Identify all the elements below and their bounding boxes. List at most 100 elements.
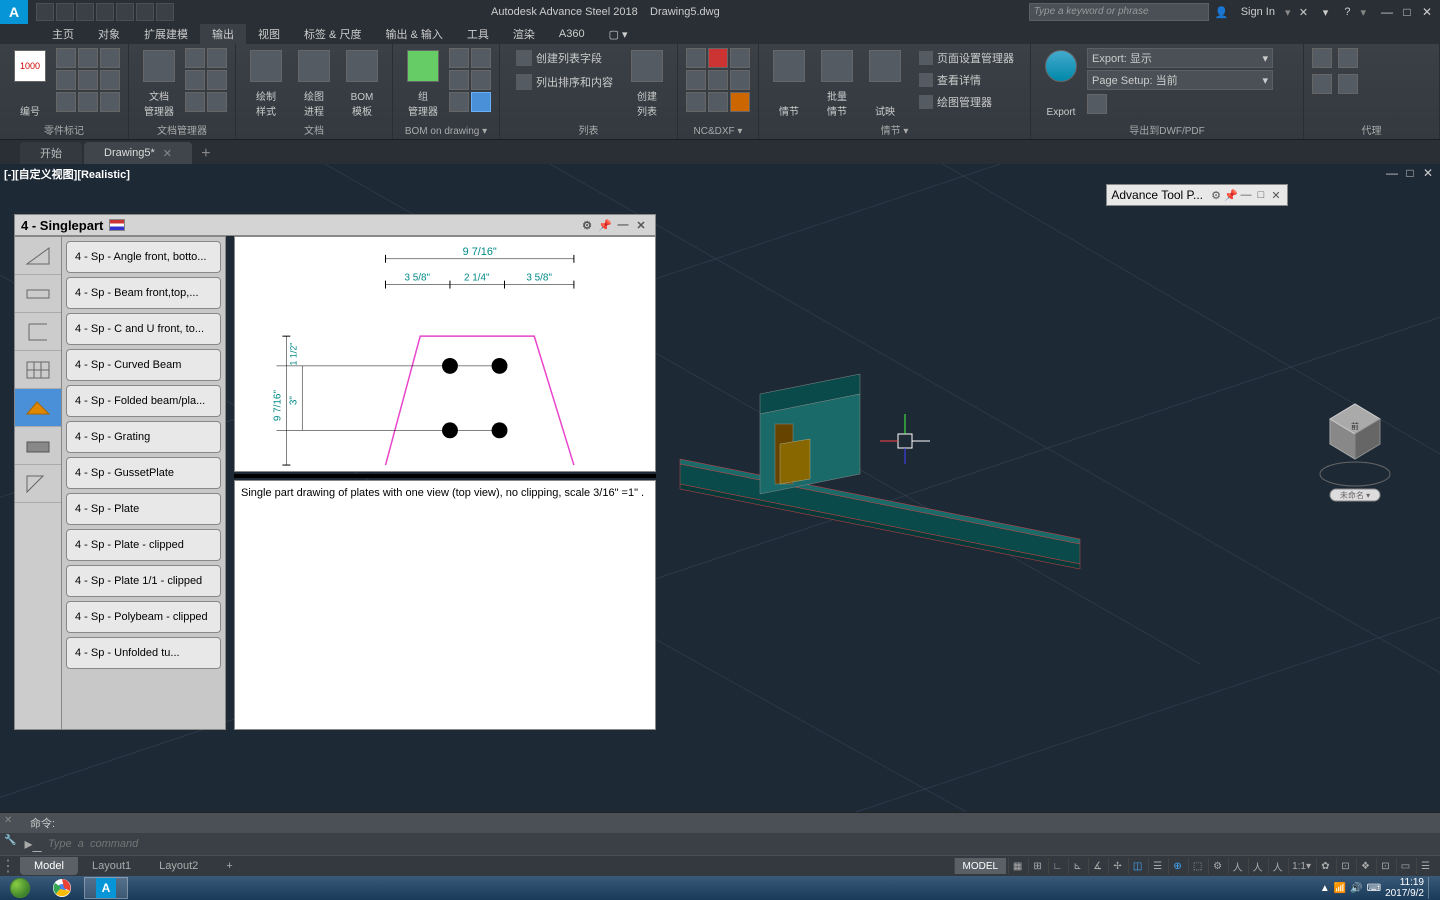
qat-save-icon[interactable] [76, 3, 94, 21]
create-list-field-button[interactable]: 创建列表字段 [508, 48, 621, 68]
bom-opt-3[interactable] [449, 70, 469, 90]
plot-button[interactable]: 情节 [767, 48, 811, 120]
ribbon-tab-io[interactable]: 输出 & 输入 [373, 24, 454, 44]
batch-plot-button[interactable]: 批量 情节 [815, 48, 859, 120]
pin-icon[interactable]: 📌 [1224, 188, 1238, 202]
ribbon-tab-view[interactable]: 视图 [246, 24, 292, 44]
ribbon-tab-home[interactable]: 主页 [40, 24, 86, 44]
layout-tab-model[interactable]: Model [20, 857, 78, 875]
tp-max-icon[interactable]: □ [1254, 188, 1268, 202]
dm-opt-4[interactable] [207, 70, 227, 90]
status-transparency-icon[interactable]: ⊕ [1168, 858, 1186, 874]
status-osnap-icon[interactable]: ✢ [1108, 858, 1126, 874]
qat-undo-icon[interactable] [136, 3, 154, 21]
user-icon[interactable]: 👤 [1213, 3, 1231, 21]
list-sort-button[interactable]: 列出排序和内容 [508, 72, 621, 92]
singlepart-titlebar[interactable]: 4 - Singlepart ⚙ 📌 — ✕ [14, 214, 656, 236]
export-button[interactable]: Export [1039, 48, 1083, 120]
status-hardware-icon[interactable]: ❖ [1356, 858, 1374, 874]
px-opt-2[interactable] [1338, 48, 1358, 68]
nc-opt-1[interactable] [686, 48, 706, 68]
num-opt-1[interactable] [56, 48, 76, 68]
status-filter-icon[interactable]: 人 [1228, 858, 1246, 874]
sp-item[interactable]: 4 - Sp - C and U front, to... [66, 313, 221, 345]
singlepart-list[interactable]: 4 - Sp - Angle front, botto... 4 - Sp - … [62, 236, 226, 730]
sp-item[interactable]: 4 - Sp - Plate - clipped [66, 529, 221, 561]
dm-opt-3[interactable] [185, 70, 205, 90]
ribbon-tab-object[interactable]: 对象 [86, 24, 132, 44]
sp-cat-grid[interactable] [15, 351, 61, 389]
ribbon-tab-a360[interactable]: A360 [547, 24, 597, 44]
nc-opt-4[interactable] [686, 70, 706, 90]
num-opt-7[interactable] [56, 92, 76, 112]
tool-palette-titlebar[interactable]: Advance Tool P... ⚙ 📌 — □ ✕ [1106, 184, 1288, 206]
sp-item[interactable]: 4 - Sp - Beam front,top,... [66, 277, 221, 309]
gear-icon[interactable]: ⚙ [1209, 188, 1223, 202]
bom-opt-5[interactable] [449, 92, 469, 112]
sp-item[interactable]: 4 - Sp - Plate 1/1 - clipped [66, 565, 221, 597]
bom-opt-4[interactable] [471, 70, 491, 90]
doc-tab-start[interactable]: 开始 [20, 142, 82, 164]
close-button[interactable]: ✕ [1418, 3, 1436, 21]
preview-divider[interactable] [234, 474, 656, 478]
numbering-button[interactable]: 1000 编号 [8, 48, 52, 120]
layout-handle[interactable]: ⋮⋮ [0, 856, 20, 876]
panel-label[interactable]: 情节 ▾ [767, 120, 1022, 137]
page-setup-mgr-button[interactable]: 页面设置管理器 [911, 48, 1022, 68]
bom-opt-2[interactable] [471, 48, 491, 68]
status-lwt-icon[interactable]: ☰ [1148, 858, 1166, 874]
qat-new-icon[interactable] [36, 3, 54, 21]
signin-button[interactable]: Sign In [1235, 6, 1281, 18]
export-opt-1[interactable] [1087, 94, 1107, 114]
px-opt-4[interactable] [1338, 74, 1358, 94]
show-desktop-button[interactable] [1428, 877, 1436, 899]
num-opt-8[interactable] [78, 92, 98, 112]
sp-gear-icon[interactable]: ⚙ [579, 217, 595, 233]
exchange-icon[interactable]: ✕ [1294, 3, 1312, 21]
sp-item[interactable]: 4 - Sp - Unfolded tu... [66, 637, 221, 669]
qat-redo-icon[interactable] [156, 3, 174, 21]
status-customize-icon[interactable]: ☰ [1416, 858, 1434, 874]
num-opt-5[interactable] [78, 70, 98, 90]
vp-close-icon[interactable]: ✕ [1420, 166, 1436, 180]
status-2d-icon[interactable]: ◫ [1128, 858, 1146, 874]
cmd-wrench-icon[interactable]: 🔧 [4, 835, 16, 846]
num-opt-4[interactable] [56, 70, 76, 90]
sp-cat-angle[interactable] [15, 237, 61, 275]
status-isolate-icon[interactable]: ⊡ [1376, 858, 1394, 874]
sp-pin-icon[interactable]: 📌 [597, 217, 613, 233]
panel-label[interactable]: BOM on drawing ▾ [401, 124, 491, 137]
add-tab-button[interactable]: + [194, 144, 218, 164]
panel-label[interactable]: NC&DXF ▾ [686, 124, 750, 137]
ribbon-tab-more[interactable]: ▢ ▾ [597, 24, 640, 44]
sp-item[interactable]: 4 - Sp - Polybeam - clipped [66, 601, 221, 633]
help-search-input[interactable]: Type a keyword or phrase [1029, 3, 1209, 21]
doc-tab-drawing5[interactable]: Drawing5*✕ [84, 142, 192, 164]
qat-saveas-icon[interactable] [96, 3, 114, 21]
dm-opt-5[interactable] [185, 92, 205, 112]
tray-network-icon[interactable]: 📶 [1334, 883, 1346, 894]
sp-item[interactable]: 4 - Sp - Folded beam/pla... [66, 385, 221, 417]
nc-opt-9[interactable] [730, 92, 750, 112]
page-setup-dropdown[interactable]: Page Setup: 当前▾ [1087, 70, 1273, 90]
nc-opt-3[interactable] [730, 48, 750, 68]
status-model-button[interactable]: MODEL [954, 858, 1007, 874]
layout-tab-layout1[interactable]: Layout1 [78, 857, 145, 875]
status-ortho-icon[interactable]: ∟ [1048, 858, 1066, 874]
status-workspace-icon[interactable]: ✿ [1316, 858, 1334, 874]
sp-item[interactable]: 4 - Sp - Curved Beam [66, 349, 221, 381]
sp-item[interactable]: 4 - Sp - Plate [66, 493, 221, 525]
app-menu-button[interactable]: A [0, 0, 28, 24]
draw-style-button[interactable]: 绘制 样式 [244, 48, 288, 120]
ribbon-tab-extmodel[interactable]: 扩展建模 [132, 24, 200, 44]
sp-cat-gusset[interactable] [15, 465, 61, 503]
nc-opt-8[interactable] [708, 92, 728, 112]
nc-opt-5[interactable] [708, 70, 728, 90]
view-details-button[interactable]: 查看详情 [911, 70, 1022, 90]
status-scale-button[interactable]: 1:1 ▾ [1288, 858, 1314, 874]
num-opt-9[interactable] [100, 92, 120, 112]
ribbon-tab-output[interactable]: 输出 [200, 24, 246, 44]
plot-manager-button[interactable]: 绘图管理器 [911, 92, 1022, 112]
ribbon-tab-labels[interactable]: 标签 & 尺度 [292, 24, 373, 44]
nc-opt-7[interactable] [686, 92, 706, 112]
